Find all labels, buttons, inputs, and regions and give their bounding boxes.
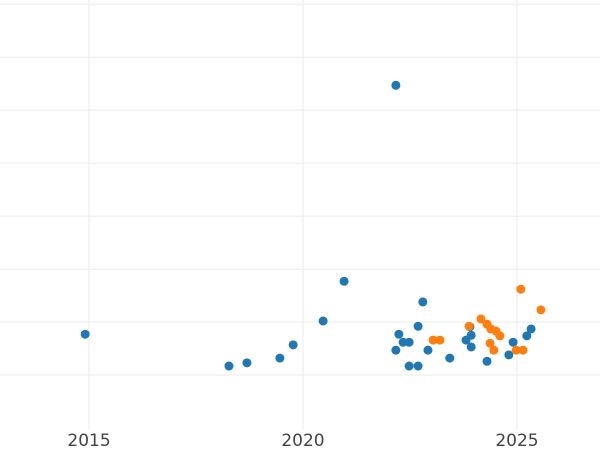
point bbox=[445, 353, 455, 363]
point bbox=[495, 331, 505, 341]
point bbox=[489, 345, 499, 355]
point bbox=[404, 361, 414, 371]
point bbox=[526, 324, 536, 334]
point bbox=[435, 335, 445, 345]
point bbox=[391, 80, 401, 90]
point bbox=[413, 361, 423, 371]
point bbox=[504, 350, 514, 360]
point bbox=[224, 361, 234, 371]
point bbox=[318, 316, 328, 326]
x-tick-label: 2015 bbox=[67, 431, 110, 450]
point bbox=[482, 356, 492, 366]
point bbox=[394, 329, 404, 339]
point bbox=[423, 345, 433, 355]
point bbox=[391, 345, 401, 355]
point bbox=[80, 329, 90, 339]
point bbox=[418, 297, 428, 307]
point bbox=[518, 345, 528, 355]
point bbox=[485, 338, 495, 348]
x-tick-label: 2025 bbox=[495, 431, 538, 450]
point bbox=[404, 337, 414, 347]
point bbox=[511, 345, 521, 355]
point bbox=[476, 314, 486, 324]
point bbox=[466, 342, 476, 352]
point bbox=[464, 321, 474, 331]
point bbox=[508, 337, 518, 347]
point bbox=[339, 276, 349, 286]
point bbox=[288, 340, 298, 350]
point bbox=[275, 353, 285, 363]
point bbox=[466, 330, 476, 340]
x-tick-label: 2020 bbox=[281, 431, 324, 450]
point bbox=[516, 284, 526, 294]
point bbox=[522, 331, 532, 341]
point bbox=[413, 321, 423, 331]
point bbox=[428, 335, 438, 345]
point bbox=[242, 358, 252, 368]
point bbox=[536, 305, 546, 315]
